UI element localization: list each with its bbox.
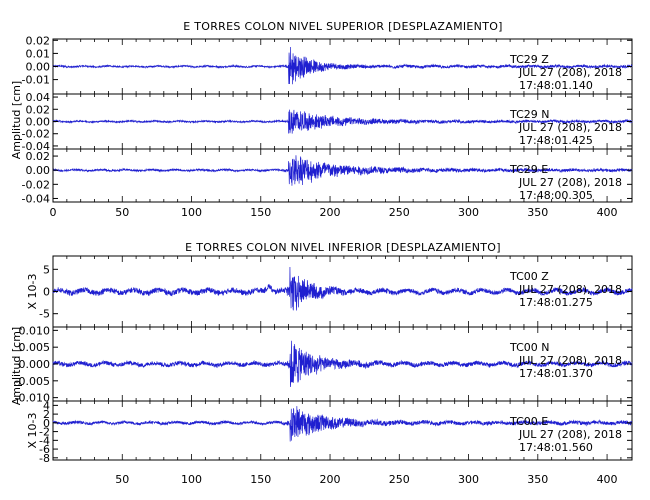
x-tick-label: 50 [115, 206, 129, 219]
station-component-label: TC00 E [509, 415, 548, 428]
x-tick-label: 250 [389, 473, 410, 486]
waveform-trace [52, 266, 633, 311]
date-label: JUL 27 (208), 2018 [518, 121, 622, 134]
station-component-label: TC00 N [509, 341, 549, 354]
waveform-trace [52, 155, 633, 186]
y-tick-label: 2 [43, 408, 50, 421]
waveform-trace [52, 47, 633, 85]
y-tick-label: 0.02 [26, 34, 51, 47]
station-component-label: TC29 E [509, 163, 548, 176]
station-component-label: TC00 Z [509, 270, 549, 283]
lower-ylabel: Amplitud [cm] [10, 327, 23, 405]
y-tick-label: -0.02 [22, 128, 50, 141]
waveform-trace [52, 406, 633, 442]
lower-title: E TORRES COLON NIVEL INFERIOR [DESPLAZAM… [185, 241, 501, 254]
station-component-label: TC29 N [509, 108, 549, 121]
y-tick-label: -6 [39, 443, 50, 456]
x-tick-label: 400 [597, 206, 618, 219]
y-tick-label: -5 [39, 308, 50, 321]
x-tick-label: 50 [115, 473, 129, 486]
y-tick-label: 0.000 [19, 358, 51, 371]
y-tick-label: -0.010 [15, 392, 50, 405]
station-component-label: TC29 Z [509, 53, 549, 66]
y-tick-label: -0.01 [22, 74, 50, 87]
y-tick-label: 5 [43, 263, 50, 276]
y-tick-label: -0.02 [22, 178, 50, 191]
time-label: 17:48:00.305 [519, 189, 593, 202]
y-tick-label: 0 [43, 417, 50, 430]
y-tick-label: 4 [43, 399, 50, 412]
time-label: 17:48:01.560 [519, 441, 593, 454]
y-tick-label: -4 [39, 434, 50, 447]
y-tick-label: 0.02 [26, 103, 51, 116]
time-label: 17:48:01.370 [519, 367, 593, 380]
x-tick-label: 200 [320, 473, 341, 486]
y-tick-label: 0.00 [26, 61, 51, 74]
y-tick-label: -0.005 [15, 375, 50, 388]
upper-ylabel: Amplitud [cm] [10, 81, 23, 159]
scale-factor-label: X 10-3 [26, 274, 39, 310]
y-tick-label: 0.00 [26, 116, 51, 129]
upper-title: E TORRES COLON NIVEL SUPERIOR [DESPLAZAM… [183, 20, 503, 33]
scale-factor-label: X 10-3 [26, 413, 39, 449]
x-tick-label: 100 [181, 206, 202, 219]
x-tick-label: 350 [527, 206, 548, 219]
waveform-trace [52, 340, 633, 387]
x-tick-label: 250 [389, 206, 410, 219]
lower-figure: E TORRES COLON NIVEL INFERIOR [DESPLAZAM… [10, 241, 633, 486]
y-tick-label: 0.005 [19, 341, 51, 354]
y-tick-label: -2 [39, 426, 50, 439]
time-label: 17:48:01.140 [519, 79, 593, 92]
y-tick-label: 0 [43, 286, 50, 299]
time-label: 17:48:01.275 [519, 296, 593, 309]
waveform-trace [52, 109, 633, 134]
panel-frame [52, 148, 633, 203]
y-tick-label: -0.04 [22, 192, 50, 205]
x-tick-label: 150 [250, 206, 271, 219]
x-tick-label: 300 [458, 473, 479, 486]
x-tick-label: 350 [527, 473, 548, 486]
x-tick-label: 300 [458, 206, 479, 219]
upper-figure: E TORRES COLON NIVEL SUPERIOR [DESPLAZAM… [10, 20, 633, 219]
x-tick-label: 400 [597, 473, 618, 486]
date-label: JUL 27 (208), 2018 [518, 428, 622, 441]
time-label: 17:48:01.425 [519, 134, 593, 147]
date-label: JUL 27 (208), 2018 [518, 176, 622, 189]
y-tick-label: -8 [39, 452, 50, 465]
x-tick-label: 200 [320, 206, 341, 219]
date-label: JUL 27 (208), 2018 [518, 66, 622, 79]
x-tick-label: 100 [181, 473, 202, 486]
y-tick-label: 0.00 [26, 164, 51, 177]
y-tick-label: 0.04 [26, 91, 51, 104]
x-tick-label: 150 [250, 473, 271, 486]
y-tick-label: -0.04 [22, 140, 50, 153]
y-tick-label: 0.01 [26, 47, 51, 60]
panel-frame [52, 400, 633, 461]
date-label: JUL 27 (208), 2018 [518, 354, 622, 367]
y-tick-label: 0.010 [19, 324, 51, 337]
date-label: JUL 27 (208), 2018 [518, 283, 622, 296]
x-tick-label: 0 [50, 206, 57, 219]
y-tick-label: 0.02 [26, 150, 51, 163]
